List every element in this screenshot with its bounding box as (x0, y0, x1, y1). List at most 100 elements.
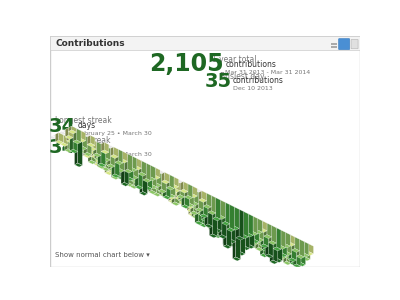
Polygon shape (209, 210, 214, 224)
Polygon shape (133, 168, 136, 181)
Polygon shape (202, 199, 205, 220)
Polygon shape (122, 159, 126, 176)
Polygon shape (146, 163, 151, 181)
Polygon shape (264, 235, 272, 239)
Polygon shape (86, 145, 94, 149)
Polygon shape (258, 218, 262, 232)
Polygon shape (110, 164, 118, 168)
Polygon shape (169, 182, 172, 192)
Polygon shape (286, 244, 290, 257)
Polygon shape (74, 142, 77, 151)
Polygon shape (93, 159, 100, 163)
Polygon shape (282, 234, 287, 256)
Polygon shape (225, 212, 229, 226)
Polygon shape (57, 136, 65, 140)
Polygon shape (191, 202, 199, 206)
Polygon shape (137, 158, 142, 168)
Polygon shape (188, 184, 193, 198)
Polygon shape (114, 160, 119, 178)
Polygon shape (292, 258, 300, 262)
Polygon shape (192, 194, 195, 207)
Polygon shape (262, 250, 269, 254)
Polygon shape (66, 132, 70, 141)
Polygon shape (138, 178, 146, 182)
Polygon shape (257, 237, 262, 248)
Polygon shape (231, 207, 234, 228)
Polygon shape (240, 235, 248, 239)
Polygon shape (141, 169, 144, 186)
Polygon shape (184, 193, 192, 197)
Polygon shape (108, 152, 112, 170)
Polygon shape (209, 234, 217, 238)
Polygon shape (206, 201, 209, 226)
Polygon shape (93, 151, 96, 160)
Polygon shape (223, 245, 231, 249)
Polygon shape (170, 188, 175, 198)
Polygon shape (226, 206, 231, 247)
Polygon shape (280, 249, 288, 254)
Polygon shape (306, 252, 314, 256)
Polygon shape (266, 231, 270, 256)
Polygon shape (99, 165, 106, 169)
Polygon shape (126, 159, 130, 177)
Polygon shape (129, 156, 132, 169)
Polygon shape (140, 192, 148, 196)
Polygon shape (293, 264, 301, 268)
Polygon shape (280, 248, 283, 257)
Polygon shape (204, 206, 208, 224)
Polygon shape (135, 162, 138, 187)
Polygon shape (124, 163, 127, 172)
Polygon shape (186, 189, 191, 203)
Polygon shape (172, 188, 180, 193)
Polygon shape (259, 232, 263, 250)
Polygon shape (240, 221, 243, 234)
Polygon shape (225, 202, 230, 224)
Polygon shape (172, 192, 176, 202)
Polygon shape (108, 154, 113, 164)
Text: 34: 34 (48, 138, 76, 157)
Polygon shape (143, 178, 151, 182)
Polygon shape (257, 242, 265, 246)
Polygon shape (186, 203, 194, 207)
Polygon shape (282, 250, 290, 254)
Text: February 25 • March 30: February 25 • March 30 (77, 152, 152, 157)
Polygon shape (294, 246, 299, 256)
Polygon shape (262, 248, 270, 252)
Polygon shape (177, 195, 185, 199)
Polygon shape (228, 239, 236, 243)
Polygon shape (65, 128, 68, 137)
Polygon shape (60, 135, 63, 144)
Polygon shape (161, 183, 166, 194)
Polygon shape (160, 191, 168, 195)
Polygon shape (245, 223, 248, 233)
Polygon shape (161, 182, 164, 191)
Polygon shape (162, 180, 169, 184)
Polygon shape (272, 237, 276, 247)
Polygon shape (282, 232, 286, 245)
Polygon shape (110, 154, 118, 158)
Polygon shape (224, 235, 232, 239)
Polygon shape (133, 179, 141, 183)
Polygon shape (135, 164, 140, 182)
Polygon shape (79, 146, 87, 150)
Polygon shape (139, 182, 147, 186)
Polygon shape (277, 247, 285, 251)
Polygon shape (268, 235, 271, 248)
Polygon shape (217, 200, 220, 217)
Polygon shape (244, 212, 248, 237)
Polygon shape (203, 218, 211, 222)
Polygon shape (68, 145, 76, 149)
Polygon shape (191, 192, 195, 202)
Polygon shape (94, 163, 102, 167)
Polygon shape (56, 133, 59, 142)
Polygon shape (292, 238, 296, 260)
Polygon shape (166, 176, 171, 198)
Polygon shape (235, 230, 243, 234)
Polygon shape (246, 235, 254, 239)
Polygon shape (265, 229, 270, 250)
Polygon shape (148, 179, 152, 192)
Polygon shape (160, 193, 168, 197)
Polygon shape (80, 150, 88, 154)
Polygon shape (225, 233, 232, 237)
Polygon shape (79, 144, 86, 148)
